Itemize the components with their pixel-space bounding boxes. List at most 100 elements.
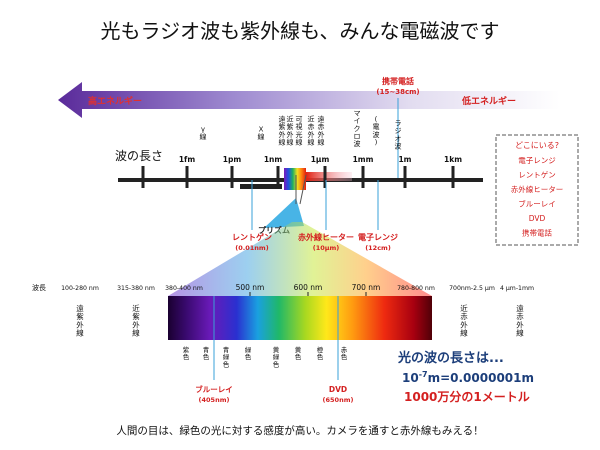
wave-type-3-text: 近紫外線 — [287, 115, 294, 147]
side-band-2: 近赤外線 — [460, 303, 468, 337]
info-line2: 10-7m=0.0000001m — [402, 370, 534, 385]
wavelength-ranges: 100-280 nm 315-380 nm 380-400 nm 780-800 nm… — [61, 285, 534, 292]
visible-band — [284, 168, 306, 190]
wave-type-2-text: 遠紫外線 — [279, 115, 286, 147]
scale-tick-label: 1μm — [311, 155, 330, 164]
color-name-0-text: 紫色 — [183, 346, 190, 361]
color-name-3-text: 緑色 — [245, 345, 252, 361]
scale-title: 波の長さ — [115, 149, 163, 163]
mobile-phone-label: 携帯電話 — [382, 76, 414, 86]
side-band-0-text: 遠紫外線 — [76, 303, 84, 337]
page-title: 光もラジオ波も紫外線も、みんな電磁波です — [101, 19, 500, 43]
color-name-2: 青緑色 — [223, 345, 230, 368]
color-name-7-text: 赤色 — [341, 346, 348, 361]
legend-item: レントゲン — [518, 171, 556, 180]
mobile-phone-range: (15~38cm) — [376, 88, 419, 96]
wave-type-9: ラジオ波 — [395, 120, 402, 151]
info-line2-value: m=0.0000001m — [428, 371, 534, 385]
low-energy-label: 低エネルギー — [461, 95, 516, 107]
wavelength-range: 700nm-2.5 μm — [449, 285, 495, 292]
callout-label: 電子レンジ — [358, 232, 398, 242]
info-line2-base: 10 — [402, 371, 419, 385]
wave-type-3: 近紫外線 — [287, 115, 294, 147]
color-name-2-text: 青緑色 — [223, 345, 230, 368]
legend-item: 携帯電話 — [522, 228, 552, 238]
wavelength-info: 光の波の長さは... 10-7m=0.0000001m 1000万分の1メートル — [397, 350, 534, 404]
scale-tick — [185, 166, 189, 188]
wave-type-5-text: 近赤外線 — [308, 115, 315, 147]
bottom-callout-value: (650nm) — [323, 396, 354, 404]
info-line3: 1000万分の1メートル — [404, 389, 530, 404]
footer-note: 人間の目は、緑色の光に対する感度が高い。カメラを通すと赤外線もみえる！ — [116, 424, 483, 437]
wavelength-label: 波長 — [32, 283, 46, 292]
legend-item: DVD — [529, 214, 546, 223]
wave-type-8: (電波) — [373, 116, 380, 147]
scale-tick-label: 1nm — [264, 155, 283, 164]
side-band-3: 遠赤外線 — [516, 303, 524, 337]
callout-label: レントゲン — [232, 232, 272, 242]
spectrum-tick-label: 600 nm — [294, 283, 323, 292]
legend-item: 電子レンジ — [518, 156, 556, 165]
color-name-4: 黄緑色 — [273, 345, 280, 368]
color-name-3: 緑色 — [245, 345, 252, 361]
callout-value: (0.01nm) — [235, 244, 268, 252]
scale-tick — [230, 166, 234, 188]
scale-bar-step — [240, 184, 282, 189]
spectrum-ticks: 500 nm 600 nm 700 nm — [236, 283, 381, 296]
scale-tick-label: 1m — [398, 155, 411, 164]
color-name-1: 青色 — [203, 345, 210, 361]
color-name-1-text: 青色 — [203, 345, 210, 361]
wave-type-4: 可視光線 — [296, 116, 303, 147]
prism-label: プリズム — [258, 225, 290, 235]
bottom-callouts: ブルーレイ (405nm) DVD (650nm) — [195, 384, 353, 404]
scale-tick — [361, 166, 365, 188]
spectrum-bar — [168, 296, 432, 340]
prism — [264, 198, 304, 228]
legend-frame — [495, 134, 579, 246]
scale-tick — [451, 166, 455, 188]
scale-tick-label: 1mm — [353, 155, 374, 164]
color-name-5: 黄色 — [295, 345, 302, 361]
bottom-callout-label: DVD — [329, 385, 347, 394]
wave-type-6: 遠赤外線 — [318, 115, 325, 147]
scale-tick — [276, 166, 280, 188]
info-line1: 光の波の長さは... — [397, 350, 504, 366]
spectrum-tick-label: 500 nm — [236, 283, 265, 292]
scale-tick — [141, 166, 145, 188]
bottom-callout-label: ブルーレイ — [195, 384, 233, 394]
side-band-3-text: 遠赤外線 — [516, 303, 524, 337]
wave-type-8-text: (電波) — [373, 116, 380, 147]
wave-type-6-text: 遠赤外線 — [318, 115, 325, 147]
wavelength-range: 315-380 nm — [117, 285, 155, 292]
scale-tick — [323, 166, 327, 188]
wave-type-7-text: マイクロ波 — [354, 110, 361, 148]
high-energy-label: 高エネルギー — [88, 95, 142, 107]
wave-type-5: 近赤外線 — [308, 115, 315, 147]
spectrum-tick-label: 700 nm — [352, 283, 381, 292]
color-name-7: 赤色 — [341, 346, 348, 361]
color-name-0: 紫色 — [183, 346, 190, 361]
wave-type-4-text: 可視光線 — [296, 116, 303, 147]
callout-value: (10μm) — [313, 244, 340, 252]
infrared-band — [306, 172, 352, 181]
side-band-1-text: 近紫外線 — [132, 303, 140, 337]
color-name-4-text: 黄緑色 — [273, 345, 280, 368]
wavelength-scale — [118, 168, 483, 190]
scale-ticks: 1fm 1pm 1nm 1μm 1mm 1m 1km — [141, 155, 462, 188]
wave-type-7: マイクロ波 — [354, 110, 361, 148]
color-name-6: 橙色 — [317, 345, 324, 361]
side-band-0: 遠紫外線 — [76, 303, 84, 337]
side-band-2-text: 近赤外線 — [460, 303, 468, 337]
wavelength-range: 780-800 nm — [397, 285, 435, 292]
side-band-1: 近紫外線 — [132, 303, 140, 337]
side-band-labels: 遠紫外線 近紫外線 近赤外線 遠赤外線 — [76, 303, 524, 337]
light-fan — [168, 222, 432, 296]
scale-tick-label: 1km — [444, 155, 462, 164]
